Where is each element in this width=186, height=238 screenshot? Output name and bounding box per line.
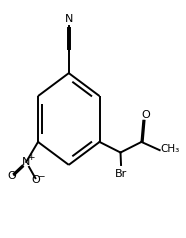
- Text: N: N: [22, 157, 30, 167]
- Text: N: N: [65, 14, 73, 24]
- Text: CH₃: CH₃: [161, 144, 180, 154]
- Text: −: −: [37, 171, 44, 180]
- Text: +: +: [28, 153, 35, 162]
- Text: O: O: [141, 109, 150, 119]
- Text: O: O: [32, 174, 41, 185]
- Text: O: O: [7, 171, 16, 181]
- Text: Br: Br: [115, 169, 127, 178]
